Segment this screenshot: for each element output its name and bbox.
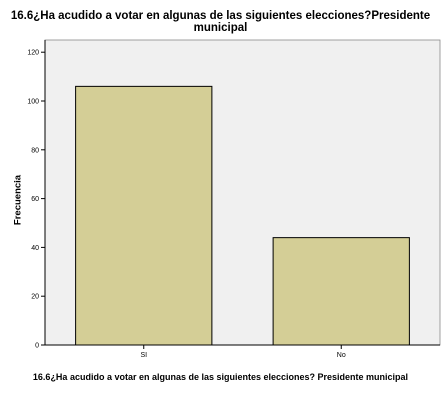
chart-title-text: 16.6¿Ha acudido a votar en algunas de la…: [10, 10, 431, 34]
x-axis-label: 16.6¿Ha acudido a votar en algunas de la…: [0, 372, 441, 382]
x-axis-label-text: 16.6¿Ha acudido a votar en algunas de la…: [32, 372, 409, 382]
y-tick-label: 60: [31, 196, 39, 203]
y-tick-label: 80: [31, 147, 39, 154]
x-tick-label: SI: [140, 352, 147, 359]
y-tick-label: 40: [31, 245, 39, 252]
bar: [75, 85, 213, 346]
chart-title: 16.6¿Ha acudido a votar en algunas de la…: [0, 10, 441, 34]
bars: [75, 85, 410, 346]
y-axis: 0 20 40 60 80 100 120: [27, 40, 46, 350]
y-tick-label: 120: [27, 50, 39, 57]
x-axis: SI No: [45, 344, 440, 359]
y-tick-label: 20: [31, 294, 39, 301]
bar: [272, 237, 410, 346]
y-tick-label: 100: [27, 99, 39, 106]
x-tick-label: No: [337, 352, 346, 359]
y-tick-label: 0: [35, 343, 39, 350]
